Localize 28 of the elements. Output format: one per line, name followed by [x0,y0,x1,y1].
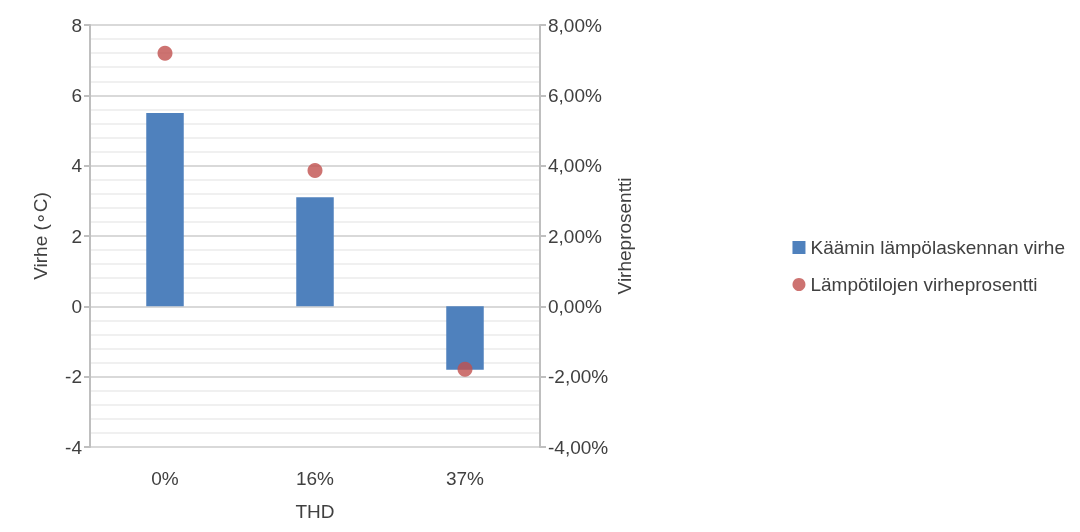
y2-axis-title: Virheprosentti [614,177,635,295]
x-tick-label: 16% [295,468,335,489]
y-tick-label: 6 [71,84,82,106]
point [157,45,173,61]
y2-tick-label: 0,00% [548,295,602,317]
y2-tick-label: 6,00% [548,84,602,106]
y2-tick-label: 8,00% [548,14,602,36]
y-tick-label: 8 [71,14,82,36]
y-tick-label: 2 [71,225,82,247]
x-tick-label: 37% [445,468,485,489]
y2-tick-label: 2,00% [548,225,602,247]
y2-tick-label: 4,00% [548,155,602,177]
legend-label: Lämpötilojen virheprosentti [810,274,1038,295]
legend-label: Käämin lämpölaskennan virhe [810,237,1066,258]
bar [146,112,184,307]
bar [296,197,334,307]
y-tick-label: 4 [71,155,83,177]
y-tick-label: -4 [65,436,83,458]
point [457,361,473,377]
bar [446,306,484,370]
x-axis-title: THD [295,501,335,522]
y-axis-title: Virhe (∘C) [30,192,51,280]
y-tick-label: -2 [65,366,82,388]
x-tick-label: 0% [151,468,179,489]
y2-tick-label: -2,00% [548,366,609,388]
y2-tick-label: -4,00% [548,436,609,458]
point [307,163,323,179]
y-tick-label: 0 [71,295,82,317]
